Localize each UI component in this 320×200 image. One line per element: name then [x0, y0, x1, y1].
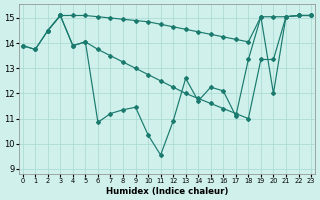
X-axis label: Humidex (Indice chaleur): Humidex (Indice chaleur) — [106, 187, 228, 196]
